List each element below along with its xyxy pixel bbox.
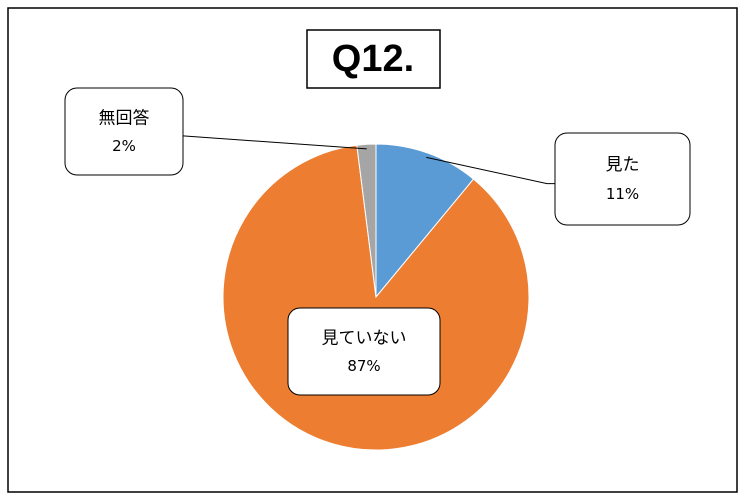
value-label: 87% [347,357,380,375]
label-box [64,87,184,176]
pie-slice [356,143,377,298]
pie-slice [375,143,475,299]
leader-line [182,135,367,150]
title-box [306,29,441,89]
value-label: 11% [606,185,639,203]
category-label: 見た [606,155,640,175]
label-box [554,132,691,226]
label-box [287,307,441,396]
category-label: 無回答 [99,108,150,128]
chart-title: Q12. [332,38,414,80]
leader-line [426,156,555,185]
value-label: 2% [112,137,136,155]
category-label: 見ていない [322,328,407,348]
